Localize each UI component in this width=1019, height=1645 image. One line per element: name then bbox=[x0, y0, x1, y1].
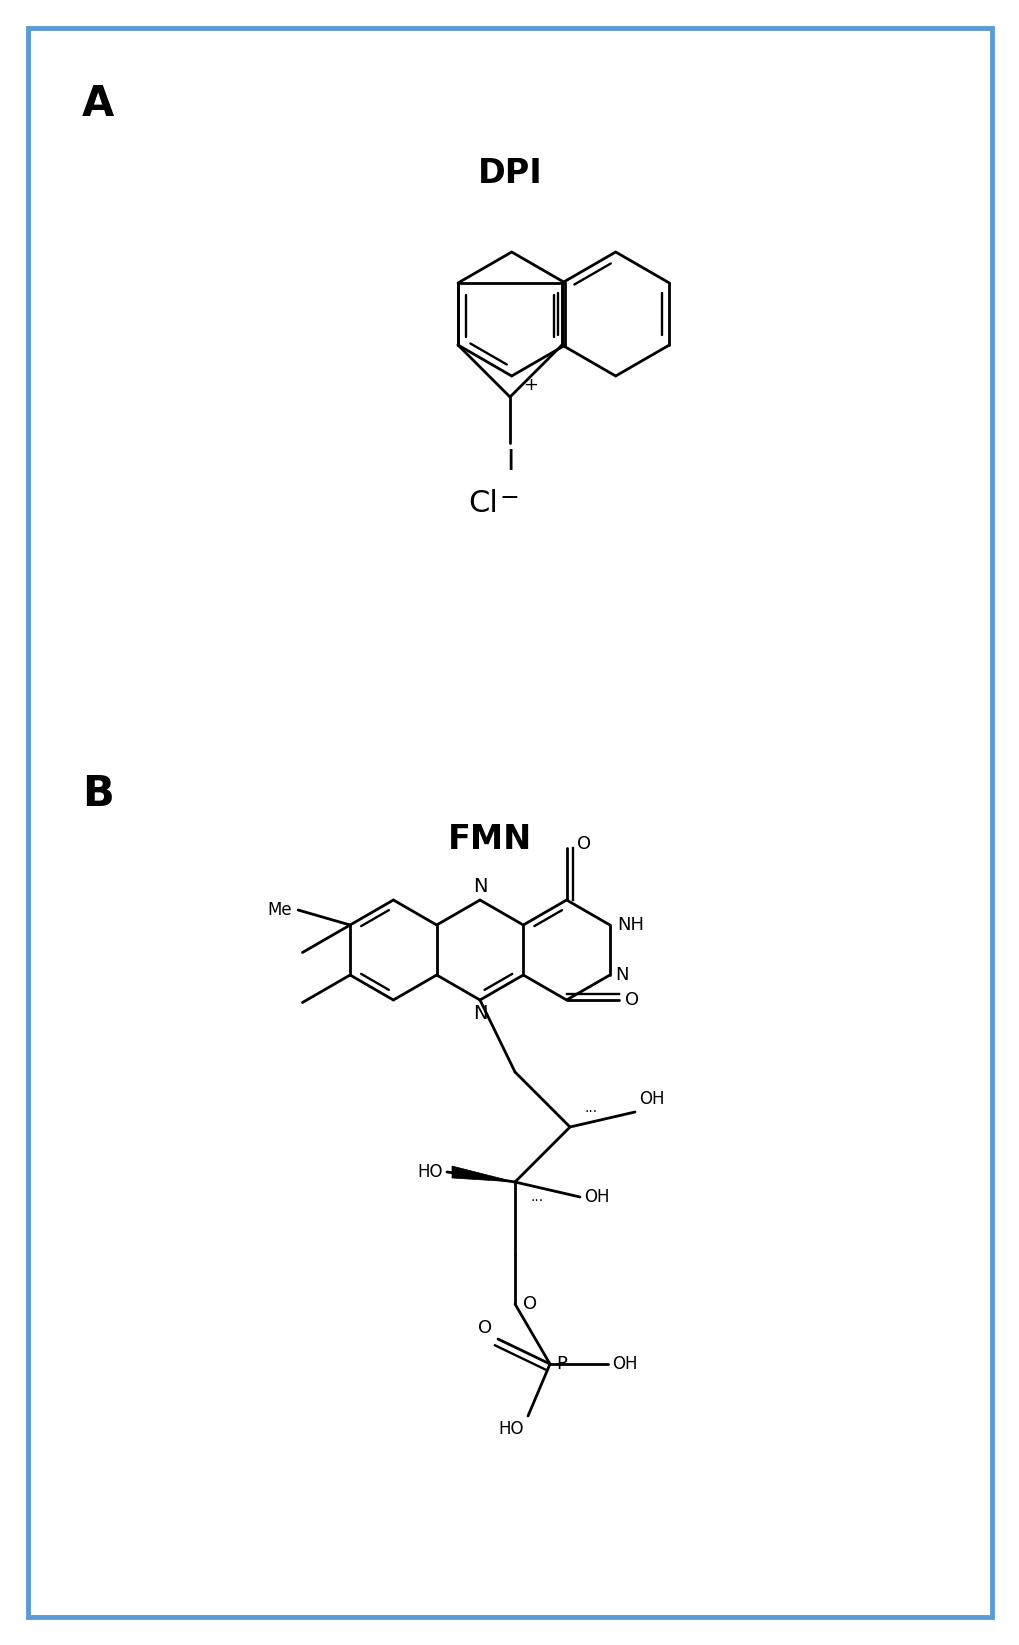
Text: +: + bbox=[523, 377, 537, 395]
Text: P: P bbox=[556, 1355, 567, 1374]
Text: N: N bbox=[472, 877, 487, 897]
Text: N: N bbox=[472, 1003, 487, 1023]
Text: Me: Me bbox=[267, 901, 291, 920]
Polygon shape bbox=[451, 1166, 515, 1183]
Text: FMN: FMN bbox=[447, 822, 532, 855]
Text: O: O bbox=[478, 1319, 491, 1337]
Text: OH: OH bbox=[638, 1091, 663, 1109]
Text: B: B bbox=[82, 773, 114, 814]
Text: OH: OH bbox=[611, 1355, 637, 1374]
Text: ...: ... bbox=[530, 1189, 542, 1204]
Text: A: A bbox=[82, 82, 114, 125]
Text: HO: HO bbox=[498, 1420, 524, 1438]
Text: Cl: Cl bbox=[468, 489, 497, 518]
Text: O: O bbox=[576, 836, 590, 854]
Text: HO: HO bbox=[417, 1163, 442, 1181]
Text: O: O bbox=[523, 1295, 537, 1313]
Text: O: O bbox=[624, 990, 638, 1008]
Text: I: I bbox=[505, 447, 514, 475]
FancyBboxPatch shape bbox=[28, 28, 991, 1617]
Text: OH: OH bbox=[584, 1188, 609, 1206]
Text: ...: ... bbox=[585, 1101, 597, 1115]
Text: N: N bbox=[614, 966, 628, 984]
Text: DPI: DPI bbox=[477, 156, 542, 191]
Text: NH: NH bbox=[616, 916, 643, 934]
Text: −: − bbox=[499, 485, 520, 510]
